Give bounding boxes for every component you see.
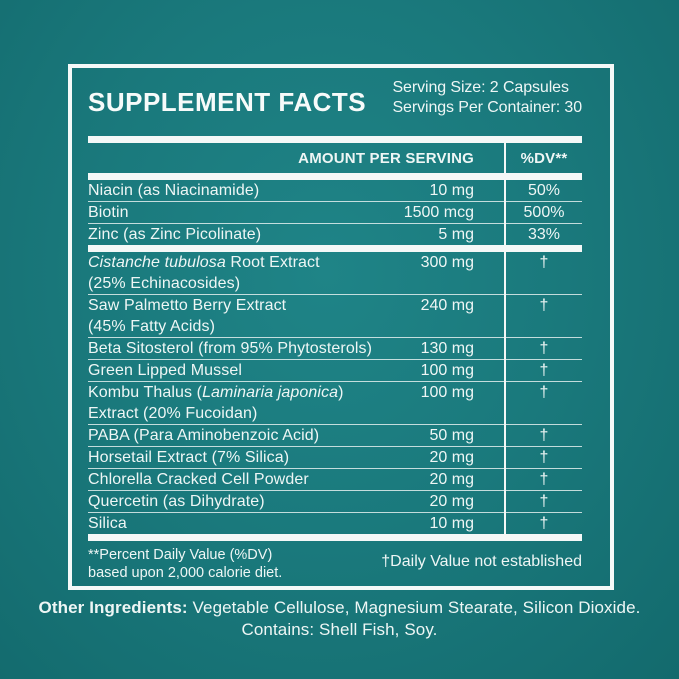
table-row: Biotin 1500 mcg 500% (88, 202, 582, 224)
ingredient-name: Beta Sitosterol (from 95% Phytosterols) (88, 340, 373, 357)
ingredient-amount: 20 mg (429, 493, 474, 510)
ingredient-amount: 300 mg (420, 254, 474, 271)
ingredient-dv: 50% (527, 182, 561, 199)
table-row: Quercetin (as Dihydrate) 20 mg † (88, 491, 582, 513)
thick-rule (88, 136, 582, 143)
ingredient-name: Horsetail Extract (7% Silica) (88, 449, 290, 466)
ingredient-name: Silica (88, 515, 127, 532)
thick-rule (88, 245, 582, 252)
table-row: Horsetail Extract (7% Silica) 20 mg † (88, 447, 582, 469)
table-row: Cistanche tubulosa Root Extract (25% Echi… (88, 252, 582, 295)
other-ingredients-line: Other Ingredients: Vegetable Cellulose, … (0, 597, 679, 619)
ingredient-name: PABA (Para Aminobenzoic Acid) (88, 427, 320, 444)
ingredient-name: Kombu Thalus (Laminaria japonica) Extract… (88, 384, 344, 422)
ingredient-amount: 10 mg (429, 182, 474, 199)
other-ingredients-label: Other Ingredients: (38, 598, 188, 617)
percent-dv-footnote: **Percent Daily Value (%DV) based upon 2… (88, 547, 283, 581)
ingredient-dv: † (539, 427, 549, 444)
ingredient-name: Cistanche tubulosa Root Extract (25% Echi… (88, 254, 320, 292)
ingredient-dv: † (539, 340, 549, 357)
table-row: Niacin (as Niacinamide) 10 mg 50% (88, 180, 582, 202)
ingredient-amount: 5 mg (438, 226, 474, 243)
ingredient-dv: † (539, 471, 549, 488)
ingredient-name: Biotin (88, 204, 129, 221)
servings-per-container: Servings Per Container: 30 (392, 99, 582, 116)
panel-header: SUPPLEMENT FACTS Serving Size: 2 Capsule… (88, 68, 582, 136)
ingredient-name: Quercetin (as Dihydrate) (88, 493, 265, 510)
serving-info: Serving Size: 2 Capsules Servings Per Co… (392, 78, 582, 118)
ingredient-amount: 1500 mcg (403, 204, 474, 221)
ingredient-dv: † (539, 384, 549, 401)
ingredient-dv: † (539, 362, 549, 379)
thick-rule (88, 173, 582, 180)
ingredient-amount: 20 mg (429, 471, 474, 488)
ingredient-amount: 50 mg (429, 427, 474, 444)
ingredient-name: Zinc (as Zinc Picolinate) (88, 226, 262, 243)
ingredient-dv: † (539, 297, 549, 314)
ingredient-name: Green Lipped Mussel (88, 362, 242, 379)
table-row: Saw Palmetto Berry Extract (45% Fatty Aci… (88, 295, 582, 338)
panel-title: SUPPLEMENT FACTS (88, 87, 367, 117)
other-ingredients-block: Other Ingredients: Vegetable Cellulose, … (0, 597, 679, 641)
ingredient-amount: 20 mg (429, 449, 474, 466)
table-row: Silica 10 mg † (88, 513, 582, 534)
ingredient-dv: † (539, 515, 549, 532)
footnote-row: **Percent Daily Value (%DV) based upon 2… (88, 541, 582, 582)
ingredient-amount: 240 mg (420, 297, 474, 314)
ingredient-amount: 130 mg (420, 340, 474, 357)
table-body: Niacin (as Niacinamide) 10 mg 50% Biotin 150… (88, 180, 582, 541)
table-row: Zinc (as Zinc Picolinate) 5 mg 33% (88, 224, 582, 245)
amount-column-header: AMOUNT PER SERVING (298, 149, 474, 167)
daily-value-footnote: †Daily Value not established (381, 553, 582, 570)
ingredient-name: Niacin (as Niacinamide) (88, 182, 260, 199)
table-row: PABA (Para Aminobenzoic Acid) 50 mg † (88, 425, 582, 447)
table-row: Kombu Thalus (Laminaria japonica) Extract… (88, 382, 582, 425)
table-header-row: AMOUNT PER SERVING %DV** (88, 143, 582, 173)
ingredient-name: Chlorella Cracked Cell Powder (88, 471, 309, 488)
supplement-facts-panel: SUPPLEMENT FACTS Serving Size: 2 Capsule… (68, 64, 614, 590)
dv-column-header: %DV** (520, 149, 568, 167)
contains-line: Contains: Shell Fish, Soy. (241, 620, 438, 639)
table-row: Chlorella Cracked Cell Powder 20 mg † (88, 469, 582, 491)
ingredient-amount: 10 mg (429, 515, 474, 532)
ingredient-dv: † (539, 449, 549, 466)
thick-rule (88, 534, 582, 541)
ingredient-dv: 500% (523, 204, 565, 221)
facts-table: AMOUNT PER SERVING %DV** Niacin (as Niac… (88, 136, 582, 541)
ingredient-dv: † (539, 493, 549, 510)
ingredient-dv: † (539, 254, 549, 271)
table-row: Green Lipped Mussel 100 mg † (88, 360, 582, 382)
ingredient-dv: 33% (527, 226, 561, 243)
ingredient-name: Saw Palmetto Berry Extract (45% Fatty Aci… (88, 297, 287, 335)
ingredient-amount: 100 mg (420, 362, 474, 379)
serving-size: Serving Size: 2 Capsules (392, 79, 569, 96)
table-row: Beta Sitosterol (from 95% Phytosterols) 1… (88, 338, 582, 360)
ingredient-amount: 100 mg (420, 384, 474, 401)
column-divider (504, 136, 506, 541)
other-ingredients-text: Vegetable Cellulose, Magnesium Stearate,… (187, 598, 641, 617)
